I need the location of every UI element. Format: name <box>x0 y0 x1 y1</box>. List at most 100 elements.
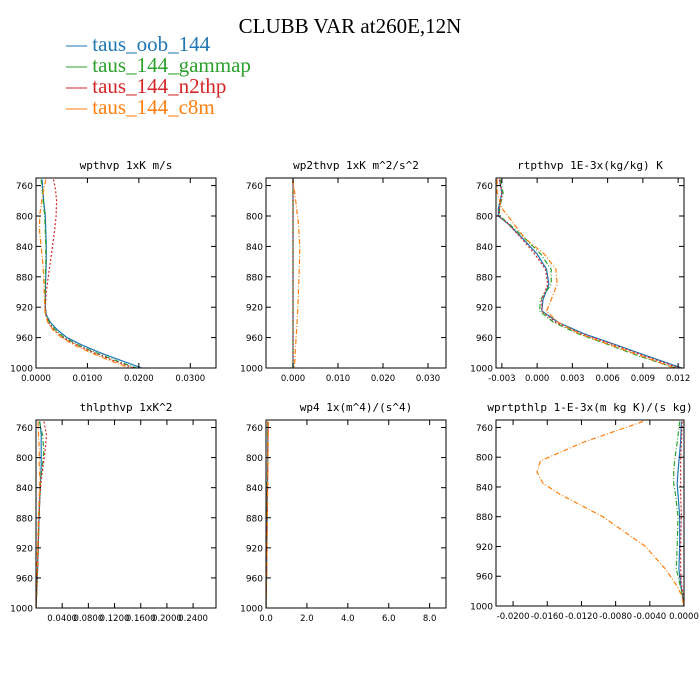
y-tick-label: 760 <box>246 424 263 434</box>
chart-title: wp2thvp 1xK m^2/s^2 <box>293 159 419 172</box>
x-tick-label: 0.012 <box>666 374 690 384</box>
x-tick-label: -0.0120 <box>565 612 598 622</box>
series-line <box>536 420 684 606</box>
y-tick-label: 840 <box>16 243 33 253</box>
x-tick-label: 0.1200 <box>100 614 130 624</box>
legend: — taus_oob_144 — taus_144_gammap — taus_… <box>66 34 251 118</box>
plot-frame <box>35 177 217 369</box>
y-tick-label: 960 <box>16 334 33 344</box>
y-tick-label: 960 <box>476 573 493 583</box>
y-tick-label: 840 <box>246 484 263 494</box>
series-line <box>679 421 684 606</box>
y-tick-label: 960 <box>246 574 263 584</box>
x-tick-label: 0.030 <box>416 374 440 384</box>
figure-title: CLUBB VAR at260E,12N <box>238 14 462 38</box>
y-tick-label: 920 <box>476 543 493 553</box>
series-line <box>498 179 676 368</box>
x-tick-label: -0.0040 <box>633 612 666 622</box>
x-tick-label: 2.0 <box>300 614 314 624</box>
x-tick-label: 0.000 <box>525 374 549 384</box>
y-tick-label: 760 <box>476 424 493 434</box>
chart-panel: rtpthvp 1E-3x(kg/kg) K 760 800 840 880 920 960… <box>470 159 690 384</box>
x-tick-label: 0.0000 <box>669 612 699 622</box>
x-tick-label: 0.009 <box>631 374 655 384</box>
y-tick-label: 920 <box>16 544 33 554</box>
y-tick-label: 960 <box>16 574 33 584</box>
series-line <box>673 421 684 606</box>
x-tick-label: 0.0000 <box>21 374 51 384</box>
chart-panel: wprtpthlp 1-E-3x(m kg K)/(s kg) 760 800 840… <box>470 401 699 622</box>
legend-label: — taus_144_gammap <box>66 53 251 77</box>
y-tick-label: 920 <box>476 304 493 314</box>
y-tick-label: 1000 <box>10 605 33 615</box>
y-tick-label: 760 <box>476 182 493 192</box>
y-tick-label: 800 <box>476 454 493 464</box>
x-tick-label: 0.000 <box>281 374 305 384</box>
chart-title: wpthvp 1xK m/s <box>80 159 173 172</box>
y-tick-label: 960 <box>476 334 493 344</box>
y-tick-label: 880 <box>476 273 493 283</box>
series-line <box>266 421 270 608</box>
y-tick-label: 880 <box>246 514 263 524</box>
chart-panel: wpthvp 1xK m/s 760 800 840 880 920 960 10000.00… <box>10 159 217 384</box>
y-tick-label: 1000 <box>240 365 263 375</box>
y-tick-label: 800 <box>246 213 263 223</box>
y-tick-label: 800 <box>16 454 33 464</box>
y-tick-label: 1000 <box>10 365 33 375</box>
chart-panel: wp4 1x(m^4)/(s^4) 760 800 840 880 920 960 10000… <box>240 401 447 624</box>
plot-frame <box>35 419 217 609</box>
x-tick-label: 0.0400 <box>47 614 77 624</box>
chart-title: wprtpthlp 1-E-3x(m kg K)/(s kg) <box>487 401 692 414</box>
y-tick-label: 880 <box>246 273 263 283</box>
y-tick-label: 840 <box>16 484 33 494</box>
y-tick-label: 960 <box>246 334 263 344</box>
chart-title: thlpthvp 1xK^2 <box>80 401 173 414</box>
series-line <box>36 421 41 608</box>
x-tick-label: 0.0100 <box>73 374 103 384</box>
y-tick-label: 1000 <box>470 603 493 613</box>
chart-title: wp4 1x(m^4)/(s^4) <box>300 401 413 414</box>
y-tick-label: 880 <box>16 514 33 524</box>
legend-entry: — taus_oob_144 <box>66 34 251 55</box>
y-tick-label: 920 <box>246 304 263 314</box>
y-tick-label: 800 <box>476 213 493 223</box>
x-tick-label: -0.0160 <box>531 612 564 622</box>
legend-entry: — taus_144_c8m <box>66 97 251 118</box>
x-tick-label: 0.010 <box>326 374 350 384</box>
y-tick-label: 760 <box>246 182 263 192</box>
series-line <box>44 179 134 368</box>
legend-label: — taus_oob_144 <box>66 32 211 56</box>
y-tick-label: 800 <box>16 213 33 223</box>
y-tick-label: 760 <box>16 424 33 434</box>
x-tick-label: -0.003 <box>488 374 515 384</box>
chart-title: rtpthvp 1E-3x(kg/kg) K <box>517 159 663 172</box>
chart-panel: thlpthvp 1xK^2 760 800 840 880 920 960 1000 0.04… <box>10 401 217 624</box>
series-line <box>40 179 137 368</box>
x-tick-label: 0.0200 <box>124 374 154 384</box>
y-tick-label: 920 <box>246 544 263 554</box>
y-tick-label: 800 <box>246 454 263 464</box>
legend-entry: — taus_144_gammap <box>66 55 251 76</box>
x-tick-label: -0.0080 <box>599 612 632 622</box>
chart-panel: wp2thvp 1xK m^2/s^2 760 800 840 880 920 960 100… <box>240 159 447 384</box>
y-tick-label: 920 <box>16 304 33 314</box>
x-tick-label: 0.0800 <box>73 614 103 624</box>
plot-frame <box>265 177 447 369</box>
y-tick-label: 1000 <box>470 365 493 375</box>
plot-frame <box>495 177 685 369</box>
x-tick-label: 8.0 <box>423 614 437 624</box>
legend-entry: — taus_144_n2thp <box>66 76 251 97</box>
series-line <box>676 421 684 606</box>
x-tick-label: 0.0300 <box>175 374 205 384</box>
series-line <box>41 179 142 368</box>
x-tick-label: 0.006 <box>595 374 619 384</box>
series-line <box>497 179 680 368</box>
y-tick-label: 880 <box>476 513 493 523</box>
series-line <box>38 179 130 368</box>
y-tick-label: 760 <box>16 182 33 192</box>
y-tick-label: 840 <box>246 243 263 253</box>
x-tick-label: 0.003 <box>560 374 584 384</box>
y-tick-label: 840 <box>476 483 493 493</box>
series-line <box>496 179 675 368</box>
